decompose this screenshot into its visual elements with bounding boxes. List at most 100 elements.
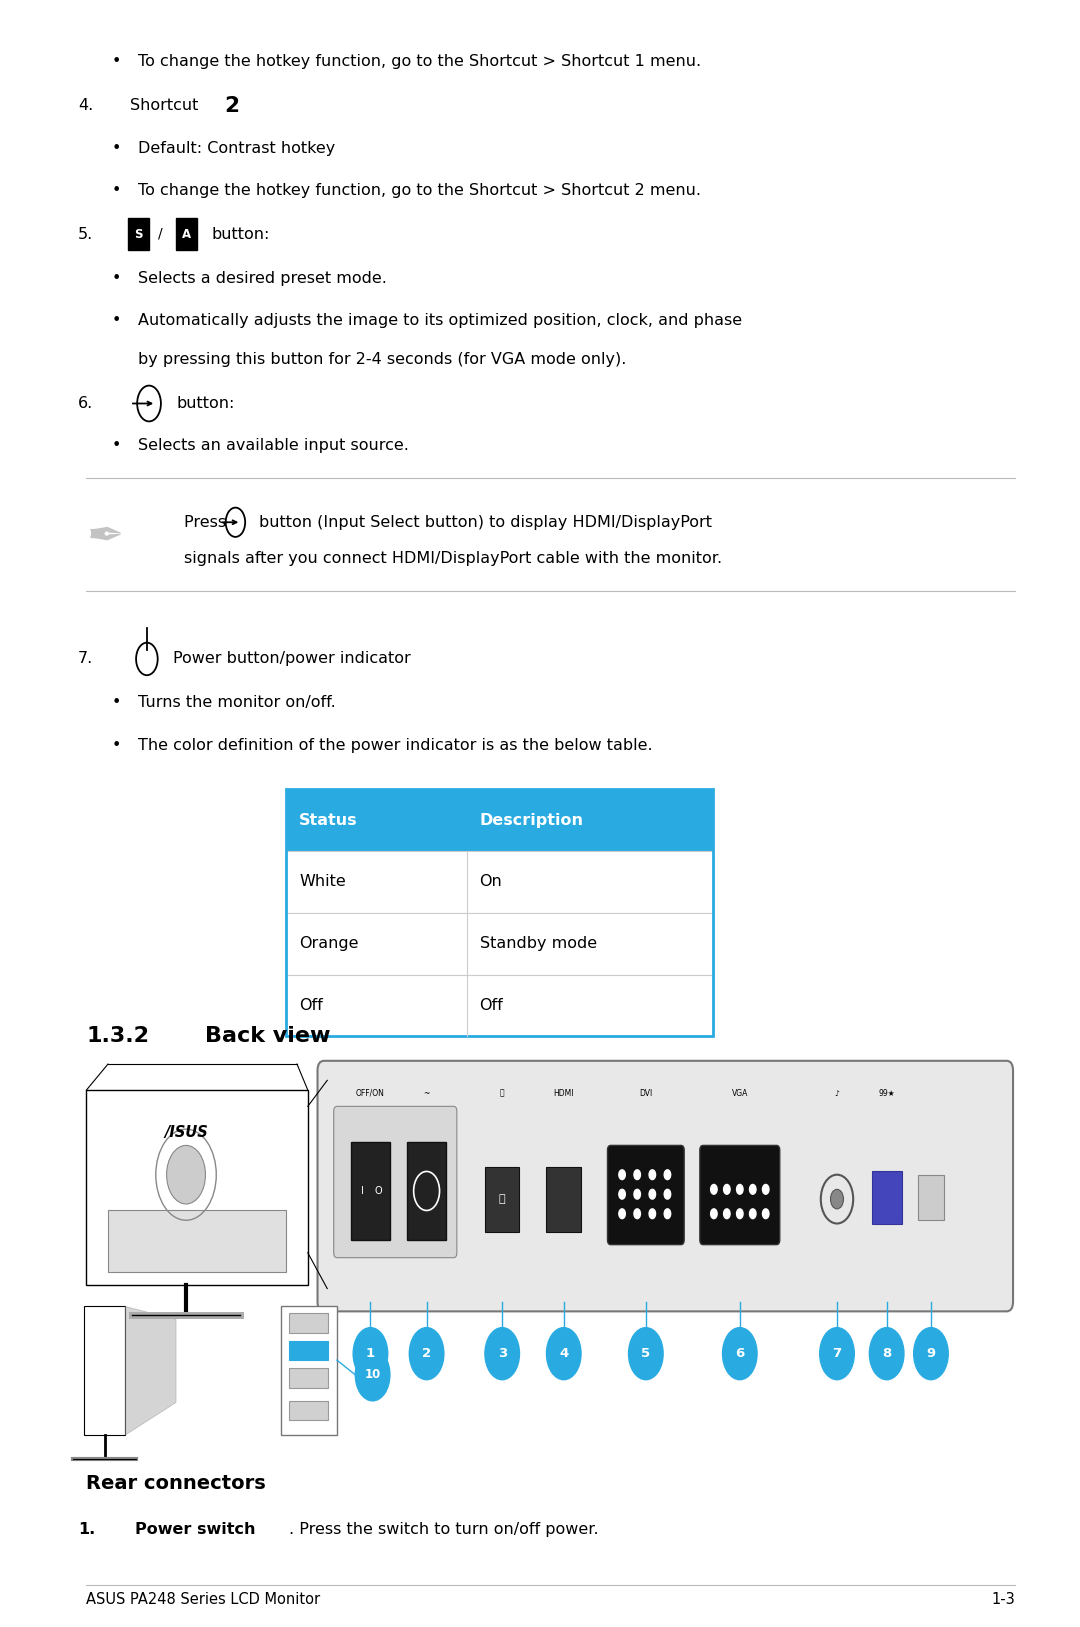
Circle shape [750, 1184, 756, 1194]
Circle shape [750, 1209, 756, 1219]
Text: /ISUS: /ISUS [164, 1124, 208, 1141]
Text: 5.: 5. [78, 226, 93, 242]
Text: •: • [112, 695, 121, 711]
Text: O: O [374, 1186, 382, 1196]
Text: Description: Description [480, 812, 583, 828]
Text: S: S [134, 228, 143, 241]
Circle shape [737, 1209, 743, 1219]
Text: Ⓓ: Ⓓ [499, 1194, 505, 1204]
Text: HDMI: HDMI [554, 1088, 573, 1098]
Circle shape [664, 1209, 671, 1219]
Text: Press: Press [184, 514, 231, 530]
Circle shape [711, 1209, 717, 1219]
Circle shape [724, 1184, 730, 1194]
Text: Power switch: Power switch [135, 1521, 256, 1538]
Text: . Press the switch to turn on/off power.: . Press the switch to turn on/off power. [289, 1521, 599, 1538]
Text: by pressing this button for 2-4 seconds (for VGA mode only).: by pressing this button for 2-4 seconds … [138, 351, 626, 368]
FancyBboxPatch shape [127, 218, 149, 251]
Text: button:: button: [212, 226, 270, 242]
Text: Turns the monitor on/off.: Turns the monitor on/off. [138, 695, 336, 711]
Text: 4.: 4. [78, 98, 93, 114]
FancyBboxPatch shape [286, 789, 713, 851]
Text: Default: Contrast hotkey: Default: Contrast hotkey [138, 140, 336, 156]
Polygon shape [125, 1306, 176, 1435]
FancyBboxPatch shape [485, 1167, 519, 1232]
Text: Standby mode: Standby mode [480, 936, 596, 952]
Text: Ⓓ: Ⓓ [500, 1088, 504, 1098]
Text: 99★: 99★ [878, 1088, 895, 1098]
Text: •: • [112, 54, 121, 70]
Text: button:: button: [176, 395, 234, 412]
Text: 1: 1 [366, 1347, 375, 1360]
Text: 7: 7 [833, 1347, 841, 1360]
Circle shape [737, 1184, 743, 1194]
FancyBboxPatch shape [607, 1145, 685, 1245]
Circle shape [485, 1328, 519, 1380]
Text: 4: 4 [559, 1347, 568, 1360]
Text: 5: 5 [642, 1347, 650, 1360]
Text: ✒: ✒ [87, 516, 124, 558]
FancyBboxPatch shape [108, 1210, 286, 1272]
FancyBboxPatch shape [700, 1145, 780, 1245]
Circle shape [649, 1209, 656, 1219]
Text: Automatically adjusts the image to its optimized position, clock, and phase: Automatically adjusts the image to its o… [138, 312, 742, 329]
Circle shape [914, 1328, 948, 1380]
Text: DVI: DVI [639, 1088, 652, 1098]
FancyBboxPatch shape [286, 913, 713, 975]
Text: Selects a desired preset mode.: Selects a desired preset mode. [138, 270, 387, 286]
Text: I: I [362, 1186, 364, 1196]
Text: 9: 9 [927, 1347, 935, 1360]
FancyBboxPatch shape [872, 1171, 902, 1224]
Text: 3: 3 [498, 1347, 507, 1360]
Circle shape [619, 1209, 625, 1219]
Text: 10: 10 [364, 1368, 381, 1381]
Text: On: On [480, 874, 502, 890]
FancyBboxPatch shape [286, 851, 713, 913]
FancyBboxPatch shape [407, 1142, 446, 1240]
Text: The color definition of the power indicator is as the below table.: The color definition of the power indica… [138, 737, 653, 753]
Text: 6.: 6. [78, 395, 93, 412]
Text: signals after you connect HDMI/DisplayPort cable with the monitor.: signals after you connect HDMI/DisplayPo… [184, 550, 721, 566]
FancyBboxPatch shape [175, 218, 197, 251]
Circle shape [869, 1328, 904, 1380]
Circle shape [762, 1209, 769, 1219]
Text: To change the hotkey function, go to the Shortcut > Shortcut 1 menu.: To change the hotkey function, go to the… [138, 54, 701, 70]
Text: 2: 2 [225, 96, 240, 116]
Text: 1.3.2: 1.3.2 [86, 1027, 149, 1046]
Text: 1.: 1. [78, 1521, 95, 1538]
FancyBboxPatch shape [289, 1313, 328, 1333]
Circle shape [762, 1184, 769, 1194]
Text: 1-3: 1-3 [991, 1591, 1015, 1607]
Text: Rear connectors: Rear connectors [86, 1474, 266, 1494]
Circle shape [664, 1170, 671, 1180]
Text: •: • [112, 737, 121, 753]
FancyBboxPatch shape [84, 1306, 125, 1435]
Circle shape [619, 1189, 625, 1199]
Circle shape [353, 1328, 388, 1380]
Text: /: / [158, 226, 162, 241]
Text: White: White [299, 874, 346, 890]
Circle shape [711, 1184, 717, 1194]
Text: •: • [112, 312, 121, 329]
FancyBboxPatch shape [289, 1368, 328, 1388]
Circle shape [649, 1170, 656, 1180]
Circle shape [546, 1328, 581, 1380]
Text: Selects an available input source.: Selects an available input source. [138, 438, 409, 454]
FancyBboxPatch shape [546, 1167, 581, 1232]
Circle shape [619, 1170, 625, 1180]
Text: ASUS PA248 Series LCD Monitor: ASUS PA248 Series LCD Monitor [86, 1591, 321, 1607]
FancyBboxPatch shape [286, 975, 713, 1036]
Text: 7.: 7. [78, 651, 93, 667]
Circle shape [634, 1170, 640, 1180]
FancyBboxPatch shape [351, 1142, 390, 1240]
Text: ♪: ♪ [835, 1088, 839, 1098]
Text: A: A [181, 228, 191, 241]
Text: Orange: Orange [299, 936, 359, 952]
Text: Status: Status [299, 812, 357, 828]
Circle shape [724, 1209, 730, 1219]
Text: Off: Off [480, 997, 503, 1014]
FancyBboxPatch shape [289, 1401, 328, 1420]
Circle shape [820, 1328, 854, 1380]
Text: button (Input Select button) to display HDMI/DisplayPort: button (Input Select button) to display … [259, 514, 712, 530]
Text: VGA: VGA [731, 1088, 748, 1098]
